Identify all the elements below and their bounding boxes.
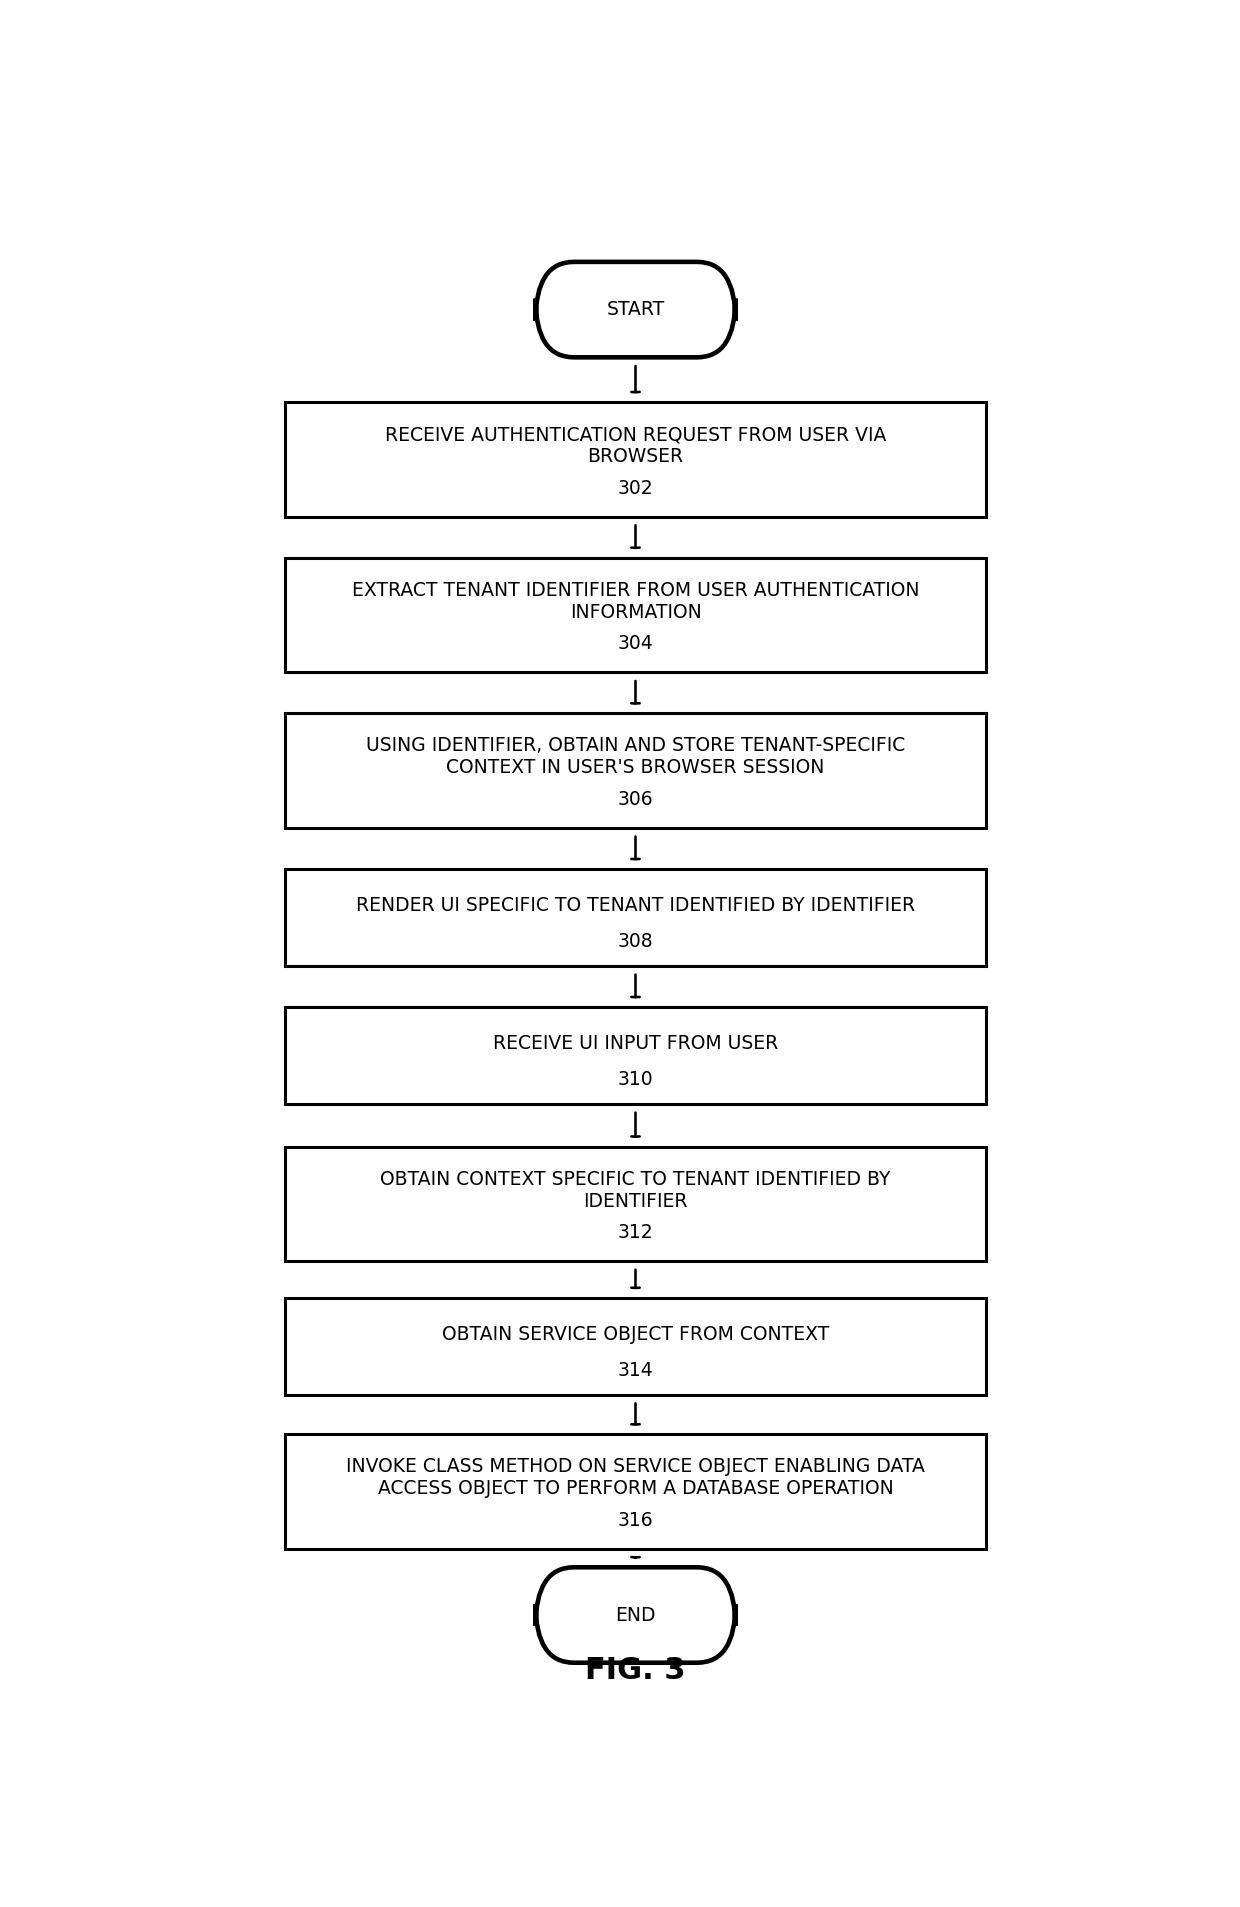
FancyBboxPatch shape — [285, 402, 986, 517]
FancyBboxPatch shape — [536, 1568, 735, 1663]
FancyBboxPatch shape — [285, 1434, 986, 1548]
Text: 314: 314 — [618, 1362, 653, 1381]
FancyBboxPatch shape — [285, 713, 986, 828]
Text: END: END — [615, 1606, 656, 1625]
Text: RENDER UI SPECIFIC TO TENANT IDENTIFIED BY IDENTIFIER: RENDER UI SPECIFIC TO TENANT IDENTIFIED … — [356, 896, 915, 915]
Text: USING IDENTIFIER, OBTAIN AND STORE TENANT-SPECIFIC
CONTEXT IN USER'S BROWSER SES: USING IDENTIFIER, OBTAIN AND STORE TENAN… — [366, 736, 905, 778]
FancyBboxPatch shape — [285, 557, 986, 673]
FancyBboxPatch shape — [536, 261, 735, 357]
Text: FIG. 3: FIG. 3 — [585, 1657, 686, 1686]
Text: RECEIVE AUTHENTICATION REQUEST FROM USER VIA
BROWSER: RECEIVE AUTHENTICATION REQUEST FROM USER… — [384, 425, 887, 465]
FancyBboxPatch shape — [285, 1146, 986, 1261]
FancyBboxPatch shape — [285, 1299, 986, 1394]
FancyBboxPatch shape — [285, 870, 986, 967]
Text: INVOKE CLASS METHOD ON SERVICE OBJECT ENABLING DATA
ACCESS OBJECT TO PERFORM A D: INVOKE CLASS METHOD ON SERVICE OBJECT EN… — [346, 1457, 925, 1499]
Text: 306: 306 — [618, 789, 653, 809]
FancyBboxPatch shape — [285, 1007, 986, 1104]
Text: 312: 312 — [618, 1222, 653, 1241]
Text: 316: 316 — [618, 1510, 653, 1529]
Text: 304: 304 — [618, 635, 653, 654]
Text: 310: 310 — [618, 1070, 653, 1089]
Text: OBTAIN CONTEXT SPECIFIC TO TENANT IDENTIFIED BY
IDENTIFIER: OBTAIN CONTEXT SPECIFIC TO TENANT IDENTI… — [381, 1169, 890, 1211]
Text: 308: 308 — [618, 933, 653, 952]
Text: OBTAIN SERVICE OBJECT FROM CONTEXT: OBTAIN SERVICE OBJECT FROM CONTEXT — [441, 1325, 830, 1344]
Text: RECEIVE UI INPUT FROM USER: RECEIVE UI INPUT FROM USER — [492, 1034, 779, 1053]
Text: 302: 302 — [618, 479, 653, 498]
Text: START: START — [606, 299, 665, 318]
Text: EXTRACT TENANT IDENTIFIER FROM USER AUTHENTICATION
INFORMATION: EXTRACT TENANT IDENTIFIER FROM USER AUTH… — [352, 582, 919, 622]
